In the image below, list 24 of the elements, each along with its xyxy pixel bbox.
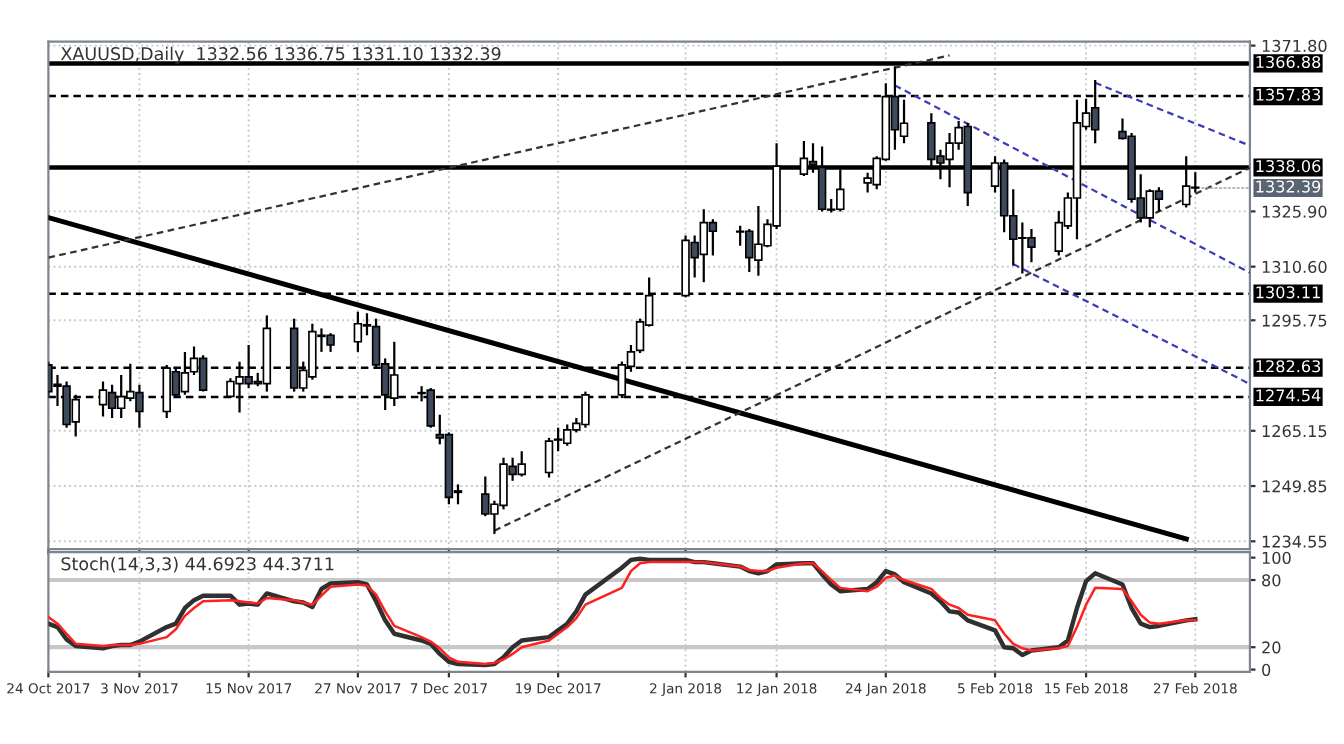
y-tick-label: 80: [1262, 574, 1281, 587]
candlestick: [544, 436, 554, 479]
y-tick-label: 1265.15: [1262, 424, 1327, 438]
ref-line-label: 1303.11: [1256, 286, 1320, 299]
y-tick-label: 100: [1262, 551, 1291, 564]
y-tick-label: 1249.85: [1262, 480, 1327, 493]
y-tick-label: 1325.90: [1262, 205, 1327, 218]
chart-title: XAUUSD,Daily 1332.56 1336.75 1331.10 1332.39: [60, 46, 501, 64]
y-tick-label: 0: [1262, 663, 1271, 676]
candlestick: [353, 310, 363, 353]
candlestick: [1154, 186, 1164, 213]
y-tick-label: 1295.75: [1262, 314, 1327, 327]
y-tick-label: 20: [1262, 641, 1281, 654]
ref-line-label: 1282.63: [1256, 360, 1321, 373]
y-tick-label: 1371.80: [1262, 39, 1327, 52]
candlestick: [708, 218, 718, 257]
y-tick-label: 1310.60: [1262, 260, 1327, 274]
chart-title: Stoch(14,3,3) 44.6923 44.3711: [61, 556, 334, 573]
annotation: 1332.39: [1256, 180, 1321, 193]
y-tick-label: 1234.55: [1262, 535, 1327, 548]
ref-line-label: 1274.54: [1256, 389, 1321, 402]
ref-line-label: 1338.06: [1256, 159, 1321, 173]
ref-line-label: 1357.83: [1256, 88, 1321, 101]
ref-line-label: 1366.88: [1256, 55, 1321, 69]
